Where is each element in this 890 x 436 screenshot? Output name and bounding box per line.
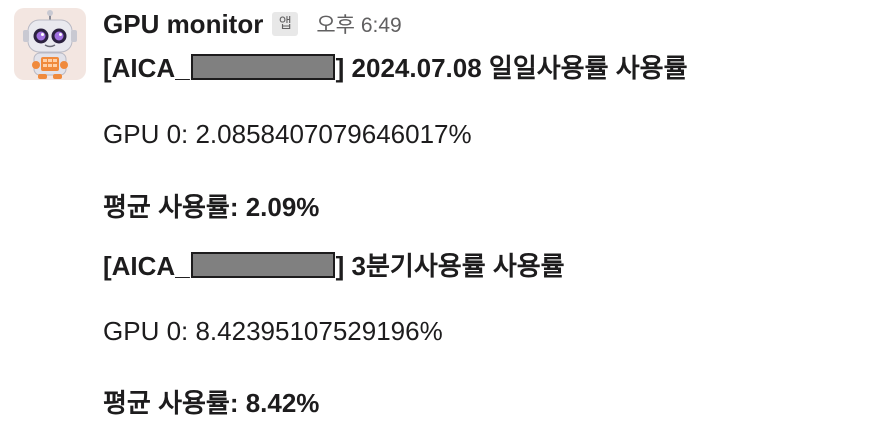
quarterly-gpu-usage: GPU 0: 8.42395107529196%	[103, 316, 443, 346]
robot-avatar-icon	[14, 8, 86, 80]
daily-average-usage: 평균 사용률: 2.09%	[103, 192, 320, 222]
message-timestamp[interactable]: 오후 6:49	[316, 14, 402, 37]
redacted-block	[190, 252, 335, 278]
message-header: GPU monitor 앱 오후 6:49	[103, 6, 402, 42]
quarterly-average-usage: 평균 사용률: 8.42%	[103, 388, 320, 418]
daily-title-prefix: [AICA_	[103, 53, 190, 83]
avatar[interactable]	[14, 8, 86, 80]
daily-report-title: [AICA_ ] 2024.07.08 일일사용률 사용률	[103, 48, 688, 85]
app-badge: 앱	[272, 12, 299, 36]
quarterly-title-prefix: [AICA_	[103, 251, 190, 281]
redacted-block	[190, 54, 335, 80]
daily-gpu-usage: GPU 0: 2.0858407079646017%	[103, 119, 472, 149]
sender-name[interactable]: GPU monitor	[103, 8, 264, 39]
daily-title-suffix: ] 2024.07.08 일일사용률 사용률	[335, 53, 688, 83]
quarterly-report-title: [AICA_ ] 3분기사용률 사용률	[103, 246, 565, 283]
quarterly-title-suffix: ] 3분기사용률 사용률	[335, 251, 565, 281]
